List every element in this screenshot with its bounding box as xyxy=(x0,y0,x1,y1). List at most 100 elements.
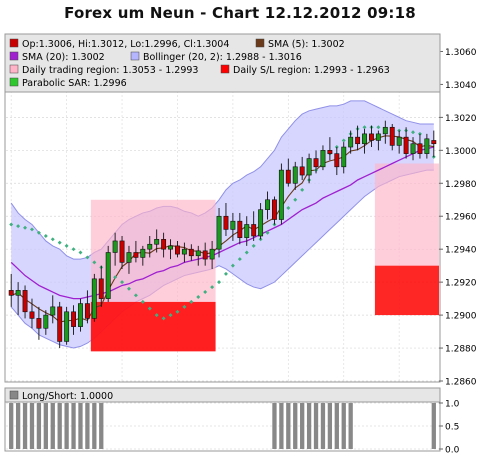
lower-legend-swatch xyxy=(9,390,19,400)
psar-dot xyxy=(230,263,235,268)
candle xyxy=(417,133,423,159)
legend-psar-swatch xyxy=(9,77,19,87)
candle xyxy=(278,163,284,225)
candle xyxy=(8,273,14,307)
candle xyxy=(147,236,153,258)
long-short-bar xyxy=(50,403,55,449)
psar-dot xyxy=(203,290,208,295)
candle-body xyxy=(98,278,104,299)
candle xyxy=(285,158,291,187)
y-tick-label: 1.3000 xyxy=(445,147,477,157)
candle-body xyxy=(244,224,250,238)
candle-body xyxy=(140,248,146,258)
candle xyxy=(396,130,402,154)
candle xyxy=(126,245,132,274)
candle xyxy=(258,203,264,240)
y-tick-label: 1.2900 xyxy=(445,312,477,322)
long-short-bar xyxy=(272,403,277,449)
candle xyxy=(389,123,395,151)
legend-ohlc-swatch xyxy=(9,38,19,48)
legend-daily-sl-swatch xyxy=(220,64,230,74)
psar-dot xyxy=(251,243,256,248)
candle xyxy=(348,130,354,154)
legend-sma20-swatch xyxy=(9,51,19,61)
psar-dot xyxy=(78,250,83,255)
legend-psar: Parabolic SAR: 1.2996 xyxy=(22,78,127,89)
candle xyxy=(43,310,49,335)
candle-body xyxy=(348,136,354,148)
candle xyxy=(195,245,201,266)
long-short-bars xyxy=(9,403,436,449)
candle-body xyxy=(272,199,277,220)
y-tick-label: 1.2980 xyxy=(445,180,477,190)
candle xyxy=(84,290,90,324)
candle-body xyxy=(265,199,270,210)
candle-body xyxy=(133,252,139,258)
long-short-bar xyxy=(64,403,69,449)
long-short-bar xyxy=(293,403,298,449)
long-short-bar xyxy=(85,403,90,449)
candle xyxy=(15,282,21,316)
candle-body xyxy=(195,250,201,257)
daily-sl-region xyxy=(374,265,439,316)
candle xyxy=(223,203,229,237)
candle-body xyxy=(410,143,416,154)
legend-bollinger-swatch xyxy=(130,51,140,61)
candle xyxy=(272,196,277,225)
candle xyxy=(292,161,298,190)
long-short-bar xyxy=(71,403,76,449)
candle xyxy=(265,191,270,220)
lower-grid xyxy=(6,402,439,450)
daily-regions xyxy=(90,163,439,352)
candle xyxy=(375,130,381,151)
candles xyxy=(8,120,437,349)
candle-body xyxy=(251,224,257,237)
lower-legend-text: Long/Short: 1.0000 xyxy=(22,391,113,402)
long-short-bar xyxy=(9,403,14,449)
candle-body xyxy=(188,248,194,257)
candle-body xyxy=(161,239,167,250)
candle xyxy=(29,298,35,329)
psar-dot xyxy=(182,304,187,309)
y-tick-label: 1.2880 xyxy=(445,345,477,355)
candle xyxy=(50,295,56,324)
candle-body xyxy=(292,166,298,184)
long-short-bar xyxy=(306,403,312,449)
legend: Op:1.3006, Hi:1.3012, Lo:1.2996, Cl:1.30… xyxy=(4,33,441,93)
candle xyxy=(64,306,70,345)
candle xyxy=(112,232,118,266)
candle-body xyxy=(209,248,215,260)
candle xyxy=(431,130,437,157)
psar-dot xyxy=(147,306,152,311)
psar-dot xyxy=(376,125,381,130)
lower-y-tick-label: 0.5 xyxy=(445,423,459,433)
candle xyxy=(355,125,361,151)
psar-dot xyxy=(161,316,166,321)
lower-y-tick-label: 0.0 xyxy=(445,446,460,456)
candle-body xyxy=(403,136,409,154)
y-tick-label: 1.2920 xyxy=(445,279,477,289)
candle-body xyxy=(64,311,70,342)
long-short-bar xyxy=(431,403,436,449)
legend-daily-sl: Daily S/L region: 1.2993 - 1.2963 xyxy=(233,65,390,76)
candle xyxy=(251,211,257,241)
candle-body xyxy=(285,169,291,184)
candle xyxy=(237,212,243,245)
candle xyxy=(133,240,139,263)
y-tick-label: 1.3020 xyxy=(445,114,477,124)
candle xyxy=(410,137,416,161)
y-tick-label: 1.3040 xyxy=(445,81,477,91)
candle xyxy=(327,137,333,161)
candle-body xyxy=(112,240,118,253)
candle xyxy=(369,125,374,148)
candle xyxy=(209,240,215,269)
candle-body xyxy=(8,290,14,296)
lower-y-axis: 0.0 0.5 1.0 xyxy=(439,400,460,456)
candle xyxy=(36,306,42,340)
candle xyxy=(78,298,83,332)
psar-dot xyxy=(334,145,339,150)
candle xyxy=(22,285,28,319)
candle xyxy=(175,240,180,258)
legend-background xyxy=(4,33,441,93)
